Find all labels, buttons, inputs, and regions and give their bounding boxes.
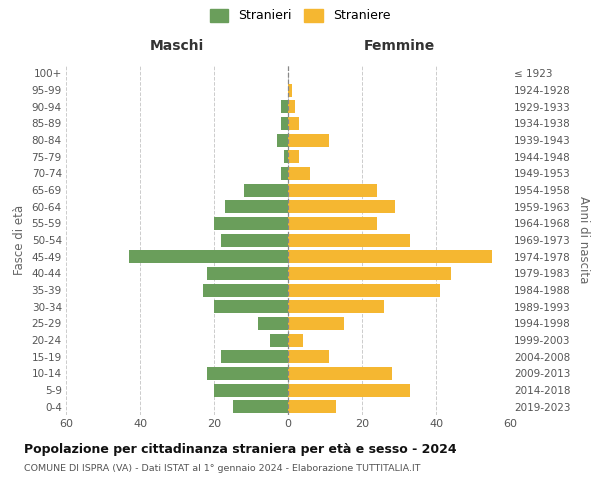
Bar xyxy=(221,350,288,363)
Bar xyxy=(206,267,288,280)
Bar xyxy=(277,134,288,146)
Bar xyxy=(233,400,288,413)
Text: Maschi: Maschi xyxy=(150,40,204,54)
Bar xyxy=(288,367,392,380)
Bar xyxy=(288,267,451,280)
Bar xyxy=(288,117,299,130)
Bar xyxy=(288,400,336,413)
Bar xyxy=(281,117,288,130)
Bar xyxy=(244,184,288,196)
Bar xyxy=(288,134,329,146)
Y-axis label: Anni di nascita: Anni di nascita xyxy=(577,196,590,284)
Bar xyxy=(288,150,299,163)
Bar xyxy=(288,100,295,113)
Bar xyxy=(206,367,288,380)
Bar xyxy=(288,300,384,313)
Bar xyxy=(214,217,288,230)
Bar xyxy=(288,284,440,296)
Bar xyxy=(288,184,377,196)
Bar xyxy=(214,300,288,313)
Bar xyxy=(288,234,410,246)
Bar xyxy=(288,200,395,213)
Bar xyxy=(284,150,288,163)
Bar xyxy=(288,167,310,180)
Text: COMUNE DI ISPRA (VA) - Dati ISTAT al 1° gennaio 2024 - Elaborazione TUTTITALIA.I: COMUNE DI ISPRA (VA) - Dati ISTAT al 1° … xyxy=(24,464,421,473)
Text: Femmine: Femmine xyxy=(364,40,434,54)
Bar xyxy=(288,250,491,263)
Bar xyxy=(288,350,329,363)
Bar xyxy=(288,317,343,330)
Bar xyxy=(269,334,288,346)
Bar xyxy=(288,217,377,230)
Text: Popolazione per cittadinanza straniera per età e sesso - 2024: Popolazione per cittadinanza straniera p… xyxy=(24,442,457,456)
Y-axis label: Fasce di età: Fasce di età xyxy=(13,205,26,275)
Bar xyxy=(288,84,292,96)
Bar xyxy=(281,167,288,180)
Bar xyxy=(203,284,288,296)
Bar xyxy=(225,200,288,213)
Bar xyxy=(221,234,288,246)
Bar xyxy=(288,334,303,346)
Bar xyxy=(259,317,288,330)
Bar xyxy=(214,384,288,396)
Bar xyxy=(129,250,288,263)
Legend: Stranieri, Straniere: Stranieri, Straniere xyxy=(209,8,391,22)
Bar xyxy=(281,100,288,113)
Bar xyxy=(288,384,410,396)
